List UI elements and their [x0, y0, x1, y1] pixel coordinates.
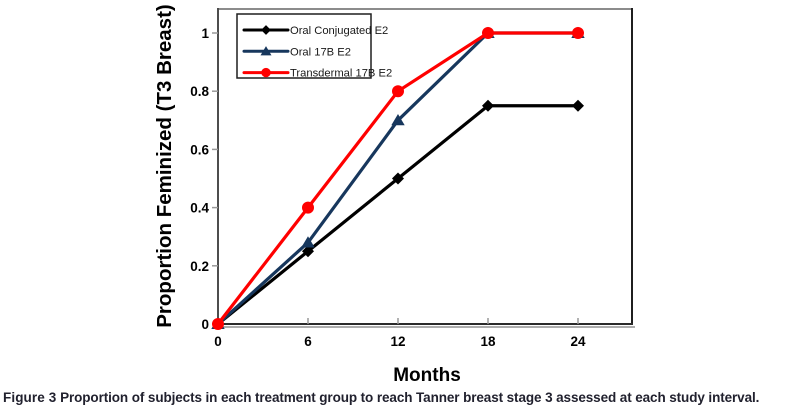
y-axis-tick-label: 0.4 [190, 201, 209, 216]
series-line-0 [216, 104, 580, 326]
data-point-circle [392, 85, 404, 98]
legend-label: Transdermal 17B E2 [290, 68, 392, 80]
x-axis-tick-label: 12 [390, 334, 405, 349]
data-point-diamond [261, 25, 271, 35]
y-axis-tick-label: 1 [201, 26, 209, 41]
x-axis-tick-label: 18 [480, 334, 496, 349]
data-point-circle [302, 201, 314, 214]
data-point-diamond [481, 99, 495, 112]
data-point-diamond [301, 245, 315, 258]
data-point-circle [572, 27, 584, 39]
data-point-triangle [301, 236, 315, 248]
figure-caption: Figure 3 Proportion of subjects in each … [3, 390, 792, 407]
y-axis-tick-label: 0.2 [190, 259, 209, 274]
x-axis-tick-label: 6 [304, 334, 312, 349]
data-point-circle [482, 27, 494, 39]
data-point-circle [261, 67, 271, 78]
line-chart: 0 0.2 0.4 0.6 0.8 1 0 6 12 18 24 Proportion Feminiz… [153, 4, 635, 386]
legend-label: Oral Conjugated E2 [290, 25, 388, 37]
data-point-triangle [391, 114, 405, 126]
x-axis-title: Months [393, 365, 461, 386]
figure-caption-text: Proportion of subjects in each treatment… [60, 390, 760, 405]
legend-box [236, 13, 372, 79]
data-point-diamond [571, 99, 585, 112]
x-axis-tick-label: 24 [570, 334, 586, 349]
y-axis-tick-label: 0.8 [190, 84, 209, 99]
data-point-diamond [391, 172, 405, 185]
data-point-circle [212, 318, 224, 330]
y-axis-tick-label: 0 [201, 317, 209, 332]
x-axis-tick-label: 0 [214, 334, 222, 349]
y-axis-tick-label: 0.6 [190, 142, 209, 157]
legend-label: Oral 17B E2 [290, 46, 351, 58]
figure-caption-label: Figure 3 [3, 390, 57, 405]
data-point-triangle [260, 46, 272, 56]
y-axis-title: Proportion Feminized (T3 Breast) [153, 4, 176, 327]
